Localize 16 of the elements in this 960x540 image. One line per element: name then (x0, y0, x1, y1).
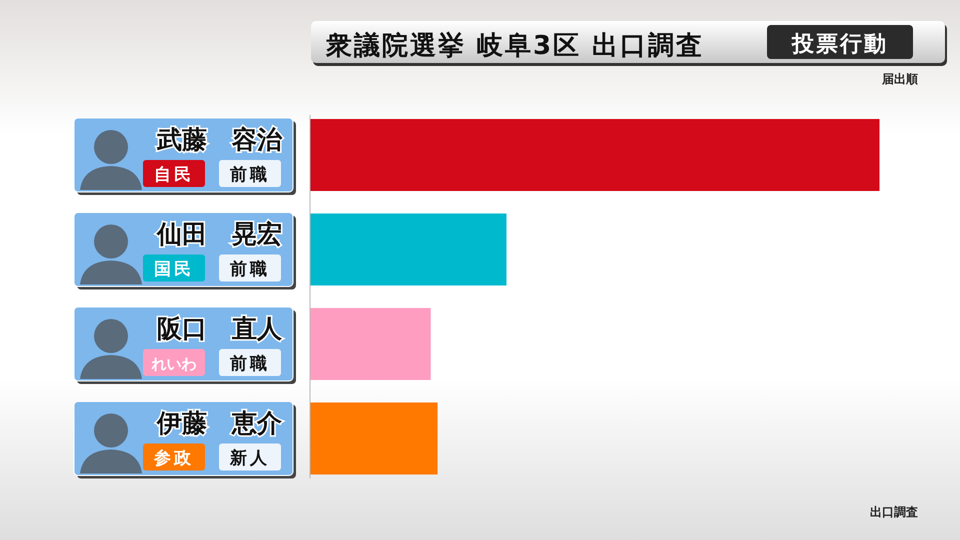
text: 届出順 (881, 72, 918, 86)
y-tick-label: 武藤 容治 (156, 125, 283, 154)
text: 前職 (229, 165, 270, 185)
chart-title: 衆議院選挙 岐阜3区 出口調査 (325, 31, 704, 61)
y-tick-label: 仙田 晃宏 (156, 220, 282, 248)
text: 出口調査 (870, 505, 918, 519)
chart-subtitle: 投票行動 (791, 32, 888, 57)
text: 新人 (229, 448, 270, 468)
text: 自民 (154, 165, 194, 185)
text: 前職 (229, 354, 270, 374)
y-tick-label: 阪口 直人 (157, 314, 283, 343)
text: 参政 (153, 448, 194, 468)
text: 前職 (229, 260, 270, 280)
text: 国民 (154, 260, 194, 280)
y-tick-label: 伊藤 恵介 (156, 408, 283, 438)
text: れいわ (150, 355, 196, 373)
